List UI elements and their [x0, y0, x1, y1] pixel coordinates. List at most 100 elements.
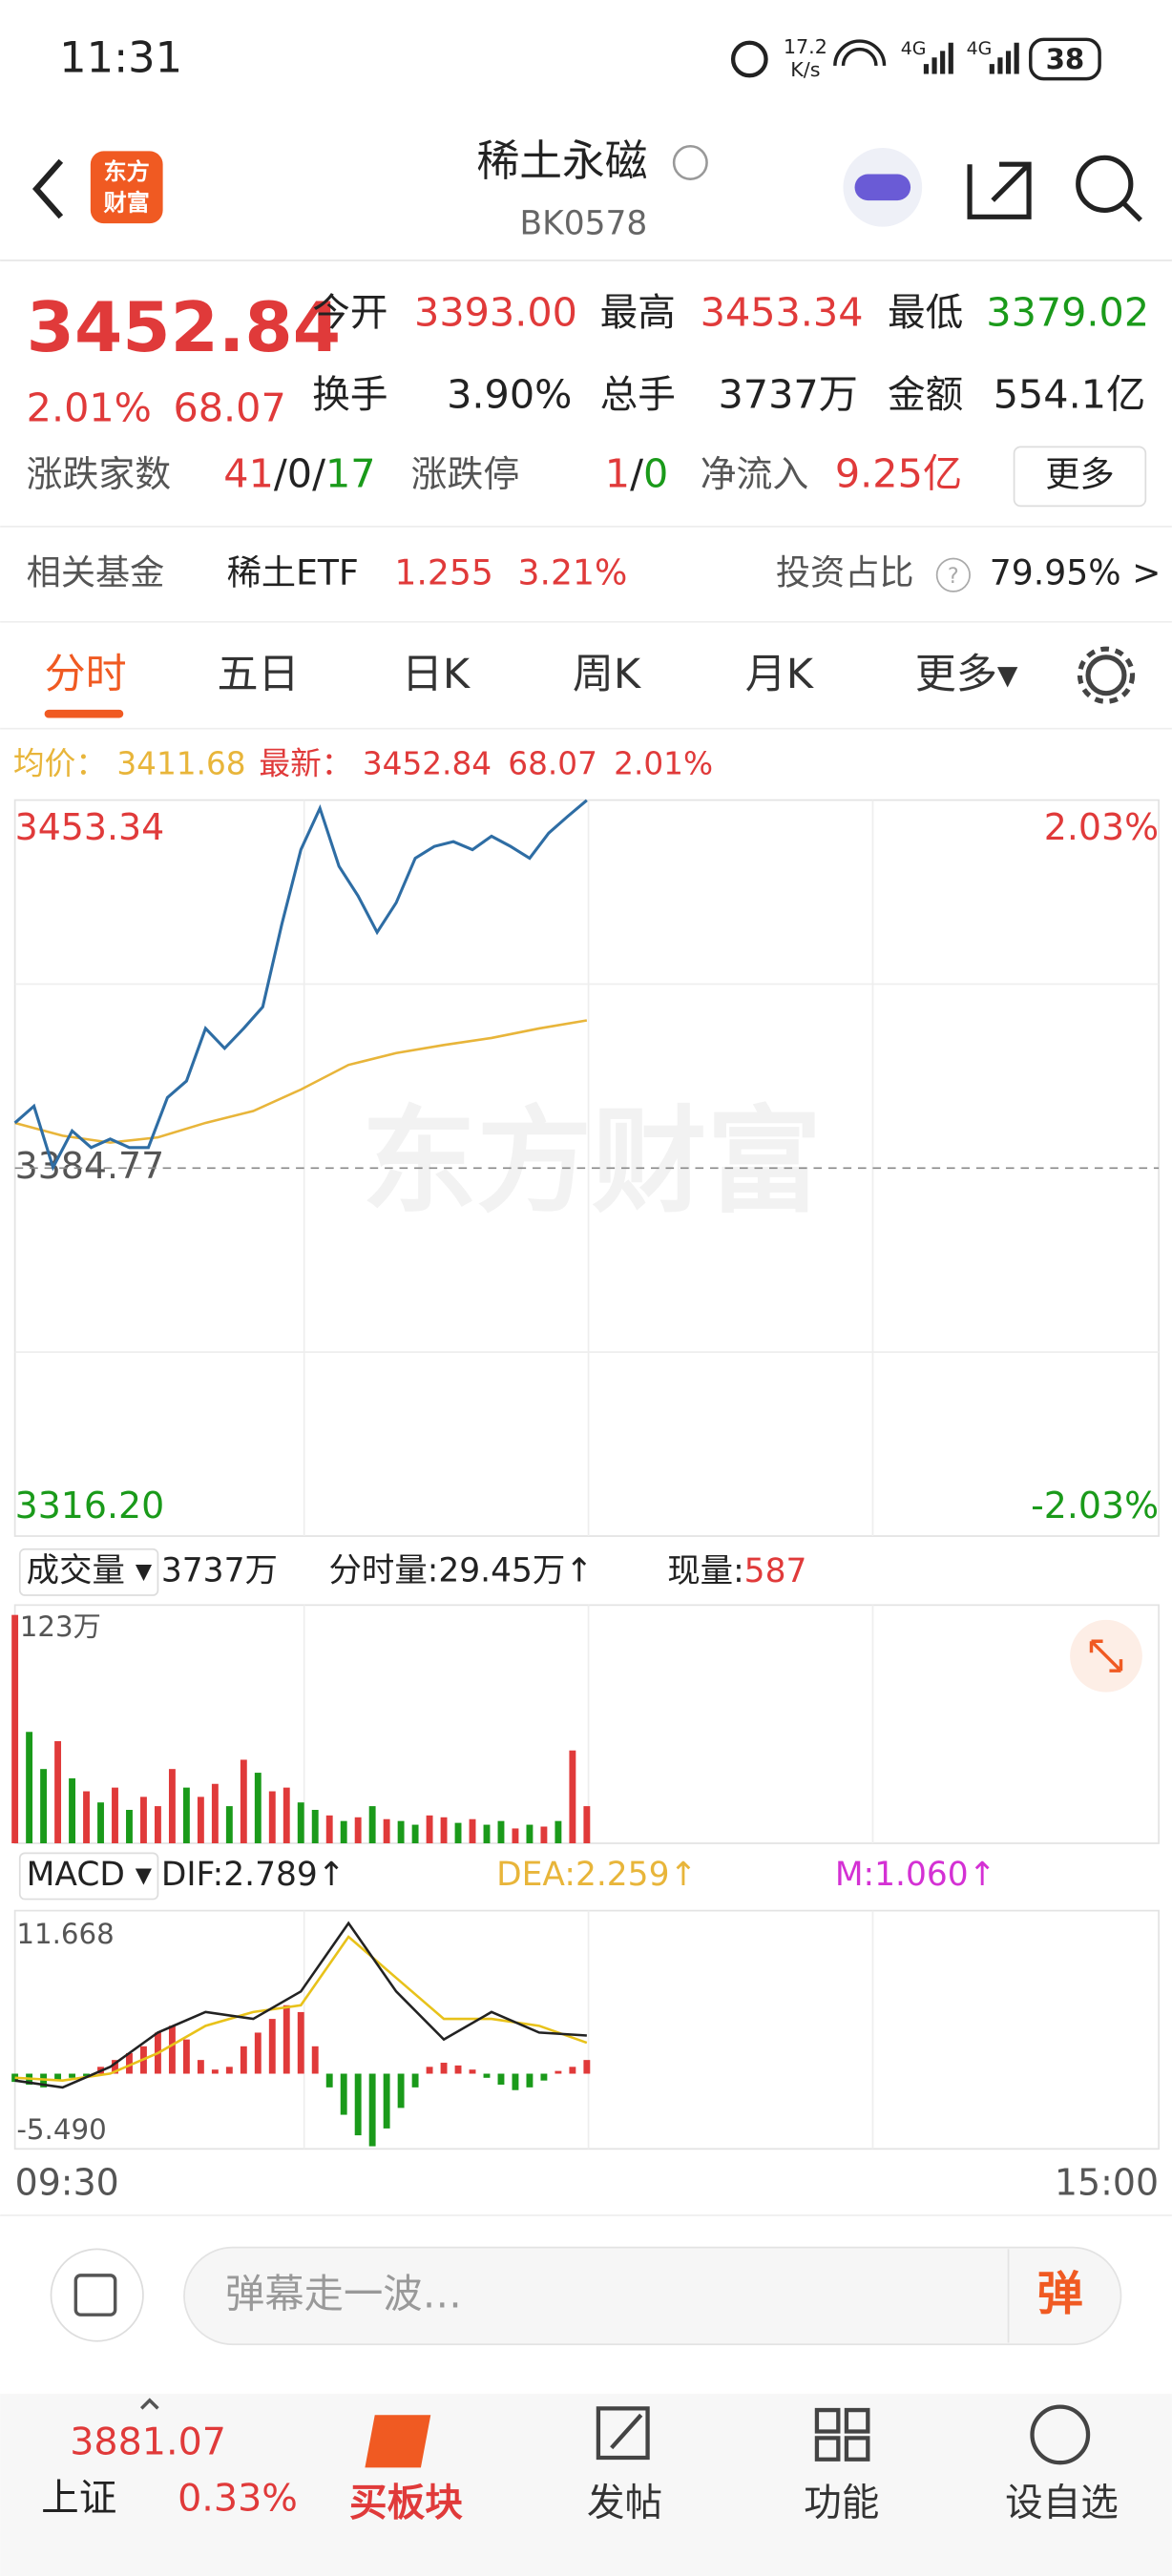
nav-item[interactable]: 发帖: [587, 2481, 662, 2524]
volume-bar: [168, 1769, 176, 1844]
signal-2: [989, 42, 1019, 74]
search-button[interactable]: [1076, 155, 1134, 213]
volume-bar: [555, 1820, 562, 1844]
volume-bar: [497, 1820, 505, 1844]
field-value: 3379.02: [986, 290, 1149, 336]
m-label: M:1.060↑: [835, 1856, 996, 1894]
field-value: 554.1亿: [994, 372, 1146, 418]
nav-item[interactable]: 功能: [804, 2481, 879, 2524]
nav-item[interactable]: 买板块: [349, 2481, 463, 2524]
dif-line: [14, 1921, 587, 2089]
volume-bar: [83, 1791, 90, 1844]
volume-minute: 分时量:29.45万↑: [329, 1551, 594, 1589]
volume-bar: [411, 1824, 419, 1844]
field-value: 3393.00: [414, 290, 577, 336]
breadth-up: 41: [223, 450, 274, 496]
volume-bar: [325, 1815, 333, 1844]
search-handle: [1122, 201, 1142, 222]
battery-level: 38: [1046, 43, 1085, 75]
macd-bar: [440, 2063, 448, 2074]
macd-bar: [54, 2073, 62, 2081]
volume-bar: [454, 1822, 462, 1844]
index-value[interactable]: 3881.07: [70, 2420, 226, 2464]
fund-price: 1.255: [394, 552, 493, 593]
dif-label: DIF:2.789↑: [161, 1856, 345, 1894]
macd-bar: [297, 2011, 304, 2074]
macd-bar: [540, 2073, 548, 2081]
volume-bar: [197, 1797, 204, 1844]
macd-bar: [383, 2073, 390, 2129]
volume-bar: [126, 1809, 133, 1844]
field-label: 金额: [888, 373, 963, 417]
ratio-label: 投资占比: [776, 552, 914, 593]
inflow: 9.25亿: [835, 450, 962, 496]
index-name: 上证: [41, 2476, 116, 2520]
inflow-label: 净流入: [701, 453, 809, 495]
volume-selector[interactable]: [18, 1548, 159, 1596]
macd-bar: [168, 2025, 176, 2074]
tab[interactable]: 周K: [573, 651, 642, 698]
plots: 3453.34 3384.77 3316.20 2.03% -2.03% 123万 11.6…: [11, 799, 1159, 2204]
back-button[interactable]: [31, 158, 64, 219]
tab[interactable]: 日K: [402, 651, 471, 698]
volume-bar: [469, 1818, 476, 1844]
info-change: 68.07: [508, 745, 597, 781]
x-tick-label: 15:00: [1055, 2162, 1159, 2204]
tab[interactable]: 五日: [217, 651, 299, 698]
macd-bar: [483, 2073, 491, 2078]
macd-selector[interactable]: [18, 1852, 159, 1901]
watermark: 东方财富: [362, 1095, 822, 1229]
volume-bar: [225, 1806, 233, 1844]
divider: [0, 727, 1172, 730]
more-button[interactable]: [1013, 446, 1147, 508]
volume-bar: [26, 1732, 33, 1844]
field-value: 3.90%: [447, 372, 572, 418]
help-icon[interactable]: [935, 557, 971, 592]
watchlist-icon: [1030, 2404, 1091, 2465]
comment-icon[interactable]: [50, 2248, 144, 2342]
tab[interactable]: 更多▾: [915, 651, 1018, 698]
volume-bar: [240, 1759, 247, 1844]
bottom-nav: [0, 2393, 1172, 2576]
macd-bar: [368, 2073, 376, 2147]
volume-bar: [97, 1802, 104, 1844]
volume-header: 成交量 ▾: [27, 1551, 153, 1589]
macd-bar: [397, 2073, 405, 2109]
volume-bar: [112, 1787, 118, 1844]
help: ?: [948, 564, 959, 589]
volume-bar: [283, 1787, 290, 1844]
danmu-button[interactable]: 弹: [1037, 2267, 1083, 2320]
fund-pct: 3.21%: [518, 552, 628, 593]
alarm-icon: [730, 40, 768, 78]
comment-input[interactable]: [183, 2246, 1122, 2346]
ratio: 79.95% >: [990, 552, 1162, 593]
nav-items: 买板块 发帖 功能 设自选: [349, 2481, 1119, 2524]
macd-bar: [354, 2073, 362, 2136]
share-button[interactable]: [967, 161, 1032, 219]
tab-underline: [44, 709, 124, 718]
macd-bar: [268, 2019, 276, 2074]
volume-bar: [512, 1828, 519, 1844]
title: 稀土永磁: [476, 135, 647, 186]
separator: [1007, 2249, 1010, 2343]
macd-bar: [526, 2073, 534, 2088]
fund-name[interactable]: 稀土ETF: [227, 552, 359, 593]
tab[interactable]: 分时: [45, 651, 127, 698]
tab[interactable]: 月K: [745, 651, 815, 698]
info-icon[interactable]: [672, 144, 708, 180]
macd-bar: [555, 2070, 562, 2074]
macd-bar: [325, 2073, 333, 2088]
nav-item[interactable]: 设自选: [1005, 2481, 1119, 2524]
settings-button[interactable]: [1085, 654, 1127, 696]
volume-bar: [483, 1824, 491, 1844]
sep: /: [312, 450, 325, 496]
macd-tick-label: -5.490: [16, 2113, 106, 2146]
volume-bar: [426, 1815, 433, 1844]
macd-panel: [13, 1909, 1160, 2150]
macd-bar: [497, 2073, 505, 2085]
macd-bar: [225, 2067, 233, 2074]
macd-bar: [411, 2073, 419, 2088]
avg: 3411.68: [116, 745, 245, 781]
volume-bar: [140, 1797, 147, 1844]
